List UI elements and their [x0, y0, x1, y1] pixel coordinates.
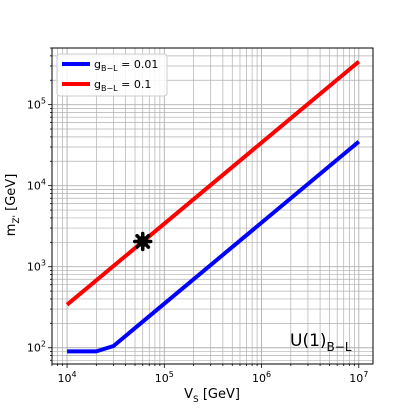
- y-tick-label: 102: [27, 340, 46, 355]
- plot-frame: [51, 47, 374, 365]
- ticks: [48, 47, 360, 368]
- x-tick-label: 104: [58, 370, 77, 385]
- y-tick-label: 104: [27, 178, 46, 193]
- y-tick-label: 105: [27, 97, 46, 112]
- y-tick-label: 103: [27, 259, 46, 274]
- y-axis-label: mZ' [GeV]: [4, 174, 22, 237]
- annotation-u1-bl: U(1)B−L: [290, 331, 352, 354]
- x-axis-label: VS [GeV]: [184, 387, 240, 405]
- series-line-1: [65, 60, 361, 307]
- marker-layer: [132, 231, 153, 252]
- legend: gB−L = 0.01 gB−L = 0.1: [56, 53, 168, 97]
- x-tick-label: 107: [349, 370, 368, 385]
- x-tick-label: 105: [155, 370, 174, 385]
- x-tick-label: 106: [252, 370, 271, 385]
- series-layer: [65, 60, 361, 354]
- marker-star: [132, 231, 153, 252]
- tick-labels: 104 105 106 107 102 103 104 105: [27, 97, 368, 385]
- legend-entry-1: gB−L = 0.1: [94, 78, 151, 93]
- series-line-0: [67, 140, 361, 354]
- legend-entry-0: gB−L = 0.01: [94, 58, 158, 73]
